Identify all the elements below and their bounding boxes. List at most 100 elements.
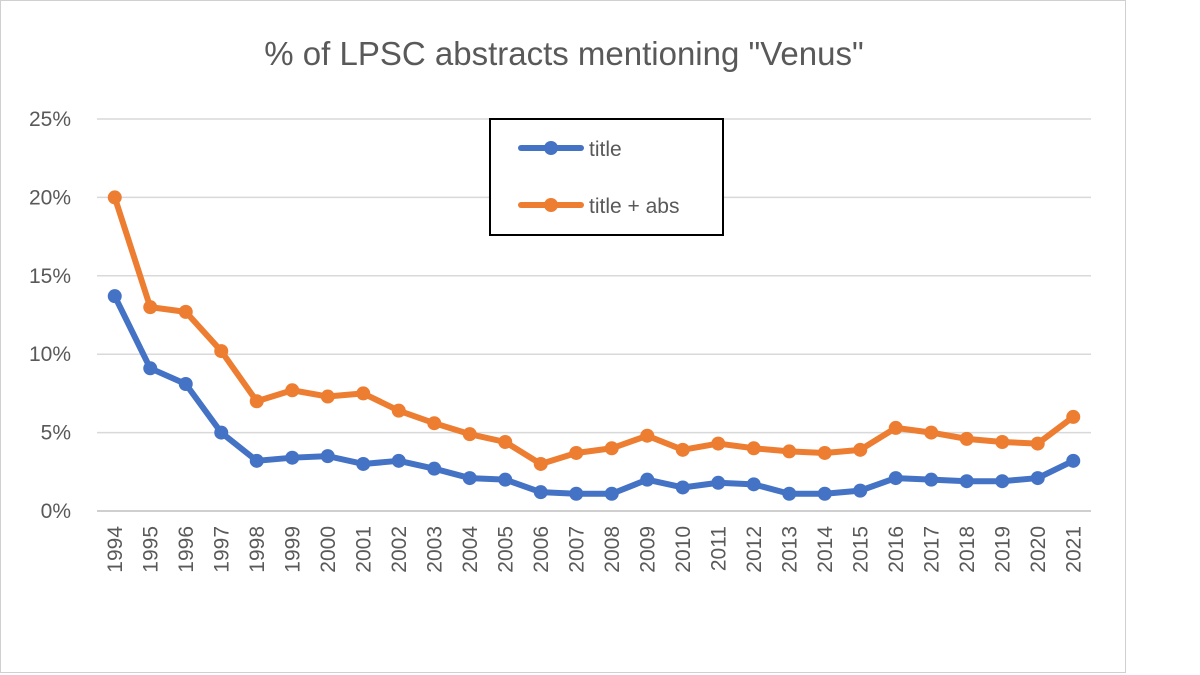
data-point (1030, 436, 1045, 451)
series-line-0 (111, 293, 1077, 497)
data-point (214, 344, 229, 359)
x-tick-label: 2004 (459, 526, 482, 573)
x-tick-label: 1995 (139, 526, 162, 573)
x-axis-ticks: 1994 1995 1996 1997 1998 1999 2000 2001 2002 2003… (104, 526, 1086, 573)
data-point (178, 376, 193, 391)
data-point (1066, 453, 1081, 468)
x-tick-label: 2003 (423, 526, 446, 573)
x-tick-label: 1994 (104, 526, 127, 573)
data-point (1066, 409, 1081, 424)
data-point (320, 449, 335, 464)
x-tick-label: 2011 (707, 526, 730, 571)
data-point (285, 450, 300, 465)
data-point (888, 471, 903, 486)
data-point (853, 442, 868, 457)
data-point (107, 190, 122, 205)
data-point (853, 483, 868, 498)
data-point (888, 420, 903, 435)
data-point (782, 486, 797, 501)
data-point (604, 441, 619, 456)
data-point (924, 425, 939, 440)
data-point (711, 475, 726, 490)
data-point (675, 442, 690, 457)
x-tick-label: 2000 (317, 526, 340, 573)
x-tick-label: 2015 (849, 526, 872, 573)
x-tick-label: 2002 (388, 526, 411, 573)
x-tick-label: 2005 (494, 526, 517, 573)
legend-box (489, 118, 724, 236)
y-tick-label: 15% (29, 265, 71, 288)
data-point (249, 394, 264, 409)
x-tick-label: 2021 (1062, 526, 1085, 573)
x-tick-label: 2008 (601, 526, 624, 573)
y-axis-ticks: 0% 5% 10% 15% 20% 25% (29, 108, 71, 523)
data-point (462, 427, 477, 442)
data-point (569, 445, 584, 460)
data-point (640, 428, 655, 443)
data-point (604, 486, 619, 501)
data-point (995, 474, 1010, 489)
y-tick-label: 10% (29, 343, 71, 366)
legend-label-title-abs: title + abs (589, 195, 679, 218)
x-tick-label: 1996 (175, 526, 198, 573)
data-point (569, 486, 584, 501)
data-point (746, 477, 761, 492)
legend-marker-title-abs (544, 198, 558, 212)
data-point (320, 389, 335, 404)
y-tick-label: 20% (29, 186, 71, 209)
series-line-1 (111, 194, 1077, 467)
data-point (356, 456, 371, 471)
x-tick-label: 2020 (1027, 526, 1050, 573)
data-point (782, 444, 797, 459)
x-tick-label: 2010 (672, 526, 695, 573)
legend-label-title: title (589, 138, 622, 161)
chart-frame: % of LPSC abstracts mentioning "Venus" 0… (0, 0, 1126, 673)
x-tick-label: 2019 (991, 526, 1014, 573)
x-tick-label: 1997 (210, 526, 233, 573)
x-tick-label: 1999 (281, 526, 304, 573)
line-chart: % of LPSC abstracts mentioning "Venus" 0… (29, 35, 1091, 573)
x-tick-label: 2007 (565, 526, 588, 573)
data-point (959, 431, 974, 446)
data-point (640, 472, 655, 487)
data-point (427, 416, 442, 431)
y-tick-label: 0% (41, 500, 71, 523)
data-point (498, 435, 513, 450)
data-point (533, 456, 548, 471)
data-point (1030, 471, 1045, 486)
data-point (746, 441, 761, 456)
x-tick-label: 2018 (956, 526, 979, 573)
data-point (817, 445, 832, 460)
legend: title title + abs (489, 118, 724, 236)
data-point (178, 304, 193, 319)
x-tick-label: 2012 (743, 526, 766, 573)
data-point (356, 386, 371, 401)
data-point (498, 472, 513, 487)
data-point (391, 453, 406, 468)
data-point (285, 383, 300, 398)
x-tick-label: 2014 (814, 526, 837, 573)
data-point (924, 472, 939, 487)
y-tick-label: 5% (41, 422, 71, 445)
x-tick-label: 2006 (530, 526, 553, 573)
data-point (995, 435, 1010, 450)
series-lines (107, 190, 1081, 501)
data-point (214, 425, 229, 440)
x-tick-label: 2009 (636, 526, 659, 573)
data-point (711, 436, 726, 451)
x-tick-label: 2016 (885, 526, 908, 573)
legend-marker-title (544, 141, 558, 155)
x-tick-label: 1998 (246, 526, 269, 573)
data-point (107, 289, 122, 304)
x-tick-label: 2001 (352, 526, 375, 573)
x-tick-label: 2017 (920, 526, 943, 573)
data-point (391, 403, 406, 418)
data-point (143, 361, 158, 376)
chart-title: % of LPSC abstracts mentioning "Venus" (264, 35, 863, 72)
data-point (143, 300, 158, 315)
data-point (462, 471, 477, 486)
data-point (533, 485, 548, 500)
data-point (427, 461, 442, 476)
data-point (675, 480, 690, 495)
x-tick-label: 2013 (778, 526, 801, 573)
